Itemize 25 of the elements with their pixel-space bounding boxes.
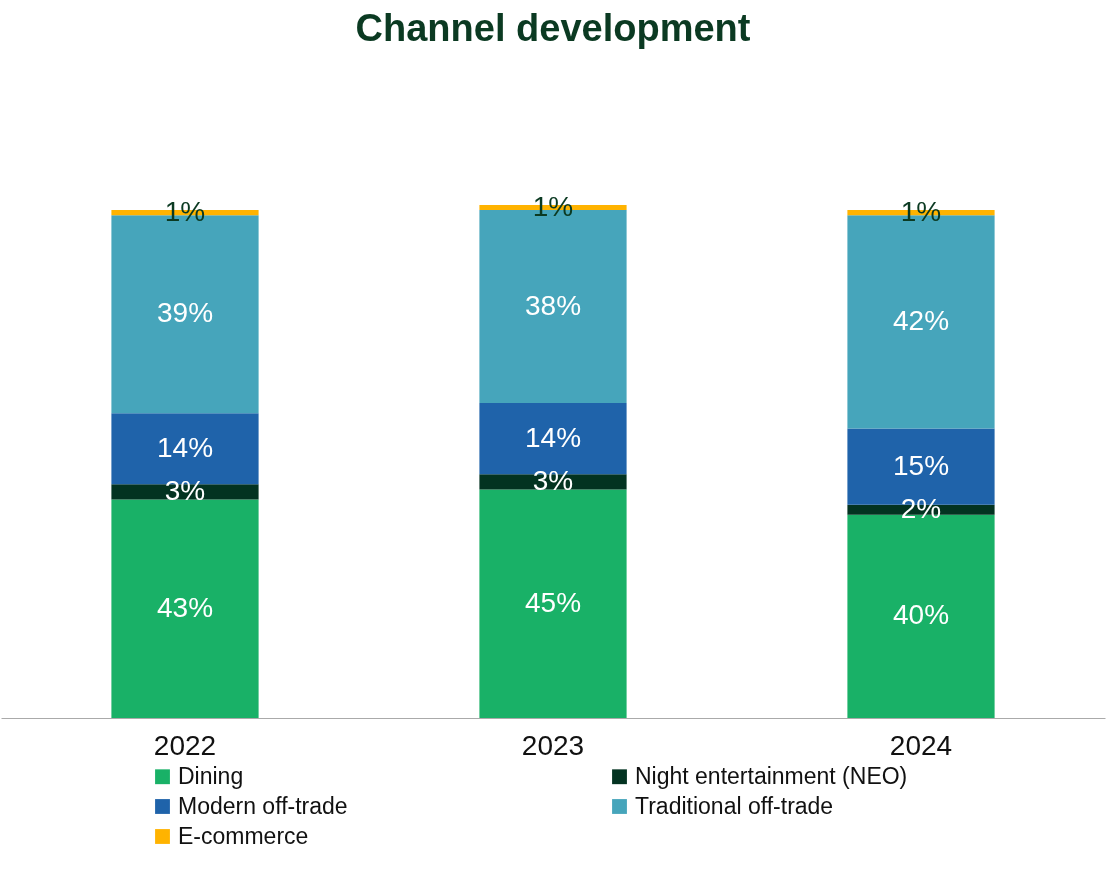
bar <box>479 489 627 718</box>
x-tick-label: 2022 <box>153 729 217 761</box>
data-label: 3% <box>164 474 206 506</box>
data-label: 14% <box>156 431 214 463</box>
data-label: 1% <box>900 195 942 227</box>
legend-label: Traditional off-trade <box>635 792 834 819</box>
data-label: 43% <box>156 591 214 623</box>
data-label: 40% <box>892 599 950 631</box>
data-label: 3% <box>532 464 574 496</box>
legend-label: Modern off-trade <box>178 792 348 819</box>
x-tick-label: 2023 <box>521 729 585 761</box>
data-label: 15% <box>892 449 950 481</box>
legend-label: Dining <box>178 762 244 789</box>
legend-label: Night entertainment (NEO) <box>635 762 908 789</box>
data-label: 1% <box>164 195 206 227</box>
data-label: 38% <box>524 289 582 321</box>
data-label: 39% <box>156 297 214 329</box>
data-label: 1% <box>532 190 574 222</box>
x-tick-label: 2024 <box>889 729 953 761</box>
bar <box>111 499 259 718</box>
data-label: 42% <box>892 304 950 336</box>
data-label: 14% <box>524 421 582 453</box>
legend-label: E-commerce <box>178 822 309 849</box>
data-label: 45% <box>524 586 582 618</box>
chart-title: Channel development <box>355 6 751 49</box>
